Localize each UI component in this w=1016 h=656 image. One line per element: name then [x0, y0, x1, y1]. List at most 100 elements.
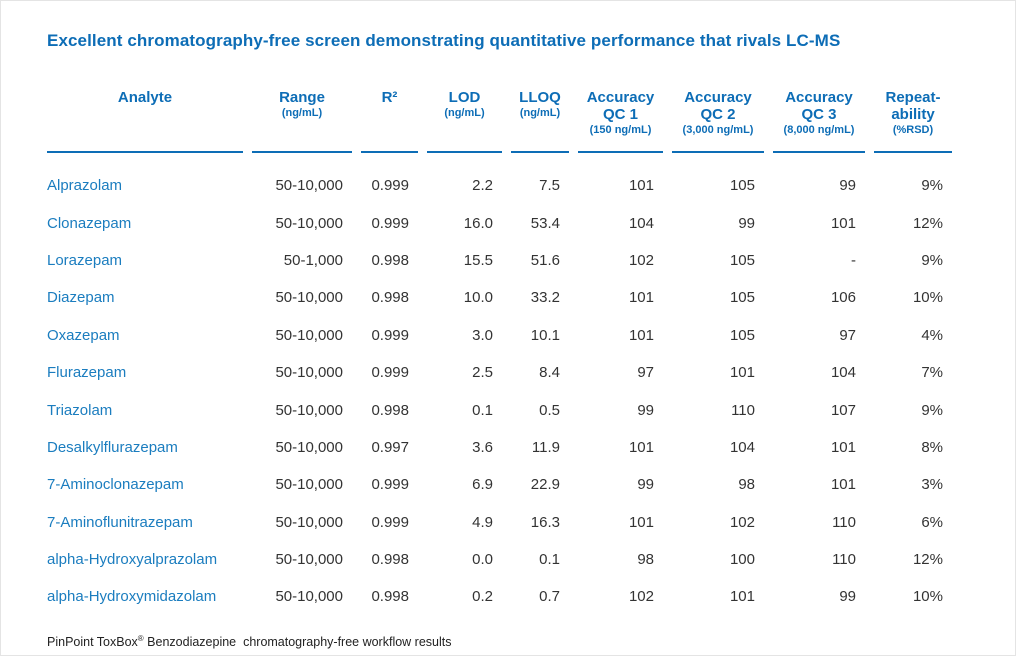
table-cell: 16.3 [530, 513, 560, 531]
table-cell: 104 [830, 364, 856, 382]
table-cell: 12% [912, 551, 943, 569]
analyte-name: Diazepam [47, 289, 115, 307]
column-header: R² [361, 89, 418, 153]
analyte-name: Oxazepam [47, 326, 120, 344]
table-cell: 99 [839, 588, 856, 606]
footnote: PinPoint ToxBox® Benzodiazepine chromato… [47, 633, 452, 650]
table-cell: 3.0 [472, 326, 493, 344]
table-cell: 110 [731, 401, 755, 419]
header-row: Analyte Range (ng/mL) R² LOD (ng/mL) LLOQ (ng/m… [47, 89, 952, 153]
column-header: Accuracy QC 1 (150 ng/mL) [578, 89, 663, 153]
table-cell: 99 [839, 177, 856, 195]
table-cell: - [851, 251, 856, 269]
table-cell: 0.999 [371, 326, 409, 344]
column-header-label: Accuracy QC 3 [785, 89, 853, 123]
table-cell: 0.998 [371, 551, 409, 569]
column-header: LLOQ (ng/mL) [511, 89, 569, 153]
column-header-label: Range [279, 89, 325, 106]
table-cell: 0.0 [472, 551, 493, 569]
analyte-name: alpha-Hydroxymidazolam [47, 588, 217, 606]
table-cell: 50-10,000 [275, 364, 343, 382]
table-cell: 97 [839, 326, 856, 344]
table-row: Diazepam 50-10,000 0.998 10.0 33.2 101 105 106 1… [47, 279, 952, 316]
table-cell: 3% [921, 476, 943, 494]
analyte-name: Triazolam [47, 401, 113, 419]
table-cell: 9% [921, 251, 943, 269]
column-header: Range (ng/mL) [252, 89, 352, 153]
column-header-label: LOD [448, 89, 481, 106]
column-header: Accuracy QC 3 (8,000 ng/mL) [773, 89, 865, 153]
table-row: Triazolam 50-10,000 0.998 0.1 0.5 99 110 107 9% [47, 391, 952, 428]
column-header-unit: (%RSD) [892, 124, 934, 136]
table-cell: 102 [729, 513, 755, 531]
column-header-unit: (ng/mL) [519, 107, 561, 119]
table-cell: 104 [729, 438, 755, 456]
footnote-text: Benzodiazepine chromatography-free workf… [143, 635, 452, 649]
table-cell: 105 [729, 177, 755, 195]
table-cell: 50-10,000 [275, 551, 343, 569]
table-cell: 50-1,000 [283, 251, 343, 269]
table-row: alpha-Hydroxyalprazolam 50-10,000 0.998 0.0… [47, 541, 952, 578]
table-cell: 0.999 [371, 177, 409, 195]
table-cell: 101 [628, 438, 654, 456]
table-cell: 107 [830, 401, 856, 419]
analyte-name: Alprazolam [47, 177, 123, 195]
table-cell: 6% [921, 513, 943, 531]
table-cell: 4.9 [472, 513, 493, 531]
table-cell: 50-10,000 [275, 401, 343, 419]
table-cell: 51.6 [530, 251, 560, 269]
page-title: Excellent chromatography-free screen dem… [47, 31, 841, 50]
column-header-label: LLOQ [519, 89, 561, 106]
column-header-unit: (8,000 ng/mL) [783, 124, 855, 136]
table-cell: 0.1 [539, 551, 560, 569]
table-cell: 106 [830, 289, 856, 307]
table-cell: 101 [729, 588, 755, 606]
table-cell: 2.2 [472, 177, 493, 195]
table-cell: 0.998 [371, 251, 409, 269]
table-cell: 101 [628, 289, 654, 307]
table-cell: 101 [628, 513, 654, 531]
table-cell: 50-10,000 [275, 588, 343, 606]
table-cell: 10.0 [463, 289, 493, 307]
column-header-unit: (ng/mL) [281, 107, 323, 119]
table-row: 7-Aminoclonazepam 50-10,000 0.999 6.9 22.9 99… [47, 466, 952, 503]
table-row: Flurazepam 50-10,000 0.999 2.5 8.4 97 101 104 7% [47, 354, 952, 391]
table-cell: 105 [729, 326, 755, 344]
column-header: Repeat-ability (%RSD) [874, 89, 952, 153]
table-cell: 98 [738, 476, 755, 494]
analyte-name: Flurazepam [47, 364, 127, 382]
table-cell: 101 [628, 326, 654, 344]
table-cell: 3.6 [472, 438, 493, 456]
table-cell: 50-10,000 [275, 289, 343, 307]
table-cell: 105 [729, 251, 755, 269]
table-row: 7-Aminoflunitrazepam 50-10,000 0.999 4.9 16.… [47, 504, 952, 541]
table-cell: 7.5 [539, 177, 560, 195]
analyte-name: Lorazepam [47, 251, 123, 269]
table-cell: 100 [729, 551, 755, 569]
table-cell: 99 [637, 476, 654, 494]
table-cell: 101 [830, 214, 856, 232]
column-header-label: Repeat-ability [885, 89, 941, 123]
column-header-label: Analyte [117, 89, 173, 106]
table-cell: 97 [637, 364, 654, 382]
table-cell: 102 [628, 251, 654, 269]
table-row: Clonazepam 50-10,000 0.999 16.0 53.4 104 99 101… [47, 204, 952, 241]
table-cell: 0.2 [472, 588, 493, 606]
table-cell: 110 [832, 551, 856, 569]
table-cell: 12% [912, 214, 943, 232]
table-cell: 11.9 [531, 438, 560, 456]
table-cell: 101 [830, 476, 856, 494]
table-cell: 50-10,000 [275, 326, 343, 344]
table-cell: 8% [921, 438, 943, 456]
column-header-unit: (3,000 ng/mL) [682, 124, 754, 136]
registered-trademark-symbol: ® [137, 633, 144, 643]
table-cell: 0.5 [539, 401, 560, 419]
table-cell: 7% [921, 364, 943, 382]
table-cell: 50-10,000 [275, 177, 343, 195]
table-body: Alprazolam 50-10,000 0.999 2.2 7.5 101 105 99 9%… [47, 153, 952, 616]
footnote-product: PinPoint ToxBox [47, 635, 138, 649]
table-cell: 22.9 [530, 476, 560, 494]
table-header: Analyte Range (ng/mL) R² LOD (ng/mL) LLOQ (ng/m… [47, 89, 952, 153]
table-cell: 104 [628, 214, 654, 232]
